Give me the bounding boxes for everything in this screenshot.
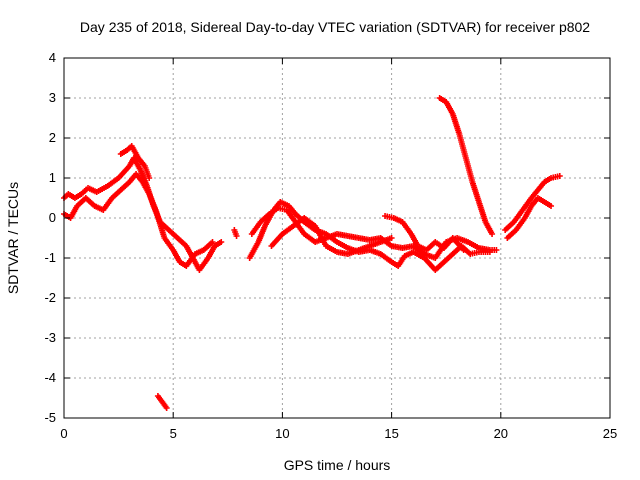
data-series [61,95,563,411]
series-main-track [61,155,225,273]
data-point [163,405,170,411]
x-axis-label: GPS time / hours [284,457,391,473]
x-tick-label: 20 [494,426,508,441]
y-tick-label: 3 [49,90,56,105]
data-point [493,247,500,253]
series-steep-descent [436,95,496,237]
y-tick-label: -1 [44,250,56,265]
x-tick-label: 0 [60,426,67,441]
chart-title: Day 235 of 2018, Sidereal Day-to-day VTE… [80,19,590,35]
series-lower-track-a [61,171,216,269]
y-axis-ticks: -5 -4 -3 -2 -1 0 1 2 3 4 [44,50,610,425]
y-tick-label: 2 [49,130,56,145]
data-point [218,239,225,245]
series-midday-track-4 [382,213,467,253]
x-axis-ticks: 0 5 10 15 20 25 [60,58,617,441]
plot-frame [63,57,611,419]
data-point [548,203,555,209]
y-tick-label: -3 [44,330,56,345]
y-tick-label: 1 [49,170,56,185]
data-point [209,239,216,245]
grid-lines [64,58,610,418]
series-upper-track-a [117,143,153,181]
data-point [233,233,240,239]
y-tick-label: -2 [44,290,56,305]
data-point [146,175,153,181]
x-tick-label: 25 [603,426,617,441]
data-point [556,173,563,179]
series-midday-track-3 [268,215,395,257]
y-tick-label: -5 [44,410,56,425]
series-outlier-segment [154,393,170,411]
x-tick-label: 15 [384,426,398,441]
series-short-segment-a [231,227,240,239]
x-tick-label: 5 [170,426,177,441]
data-point [489,231,496,237]
series-evening-track-2 [504,195,555,241]
series-evening-track-1 [502,173,563,233]
y-tick-label: 4 [49,50,56,65]
y-axis-label: SDTVAR / TECUs [5,182,21,294]
y-tick-label: -4 [44,370,56,385]
x-tick-label: 10 [275,426,289,441]
data-point [388,235,395,241]
y-tick-label: 0 [49,210,56,225]
data-point [460,247,467,253]
